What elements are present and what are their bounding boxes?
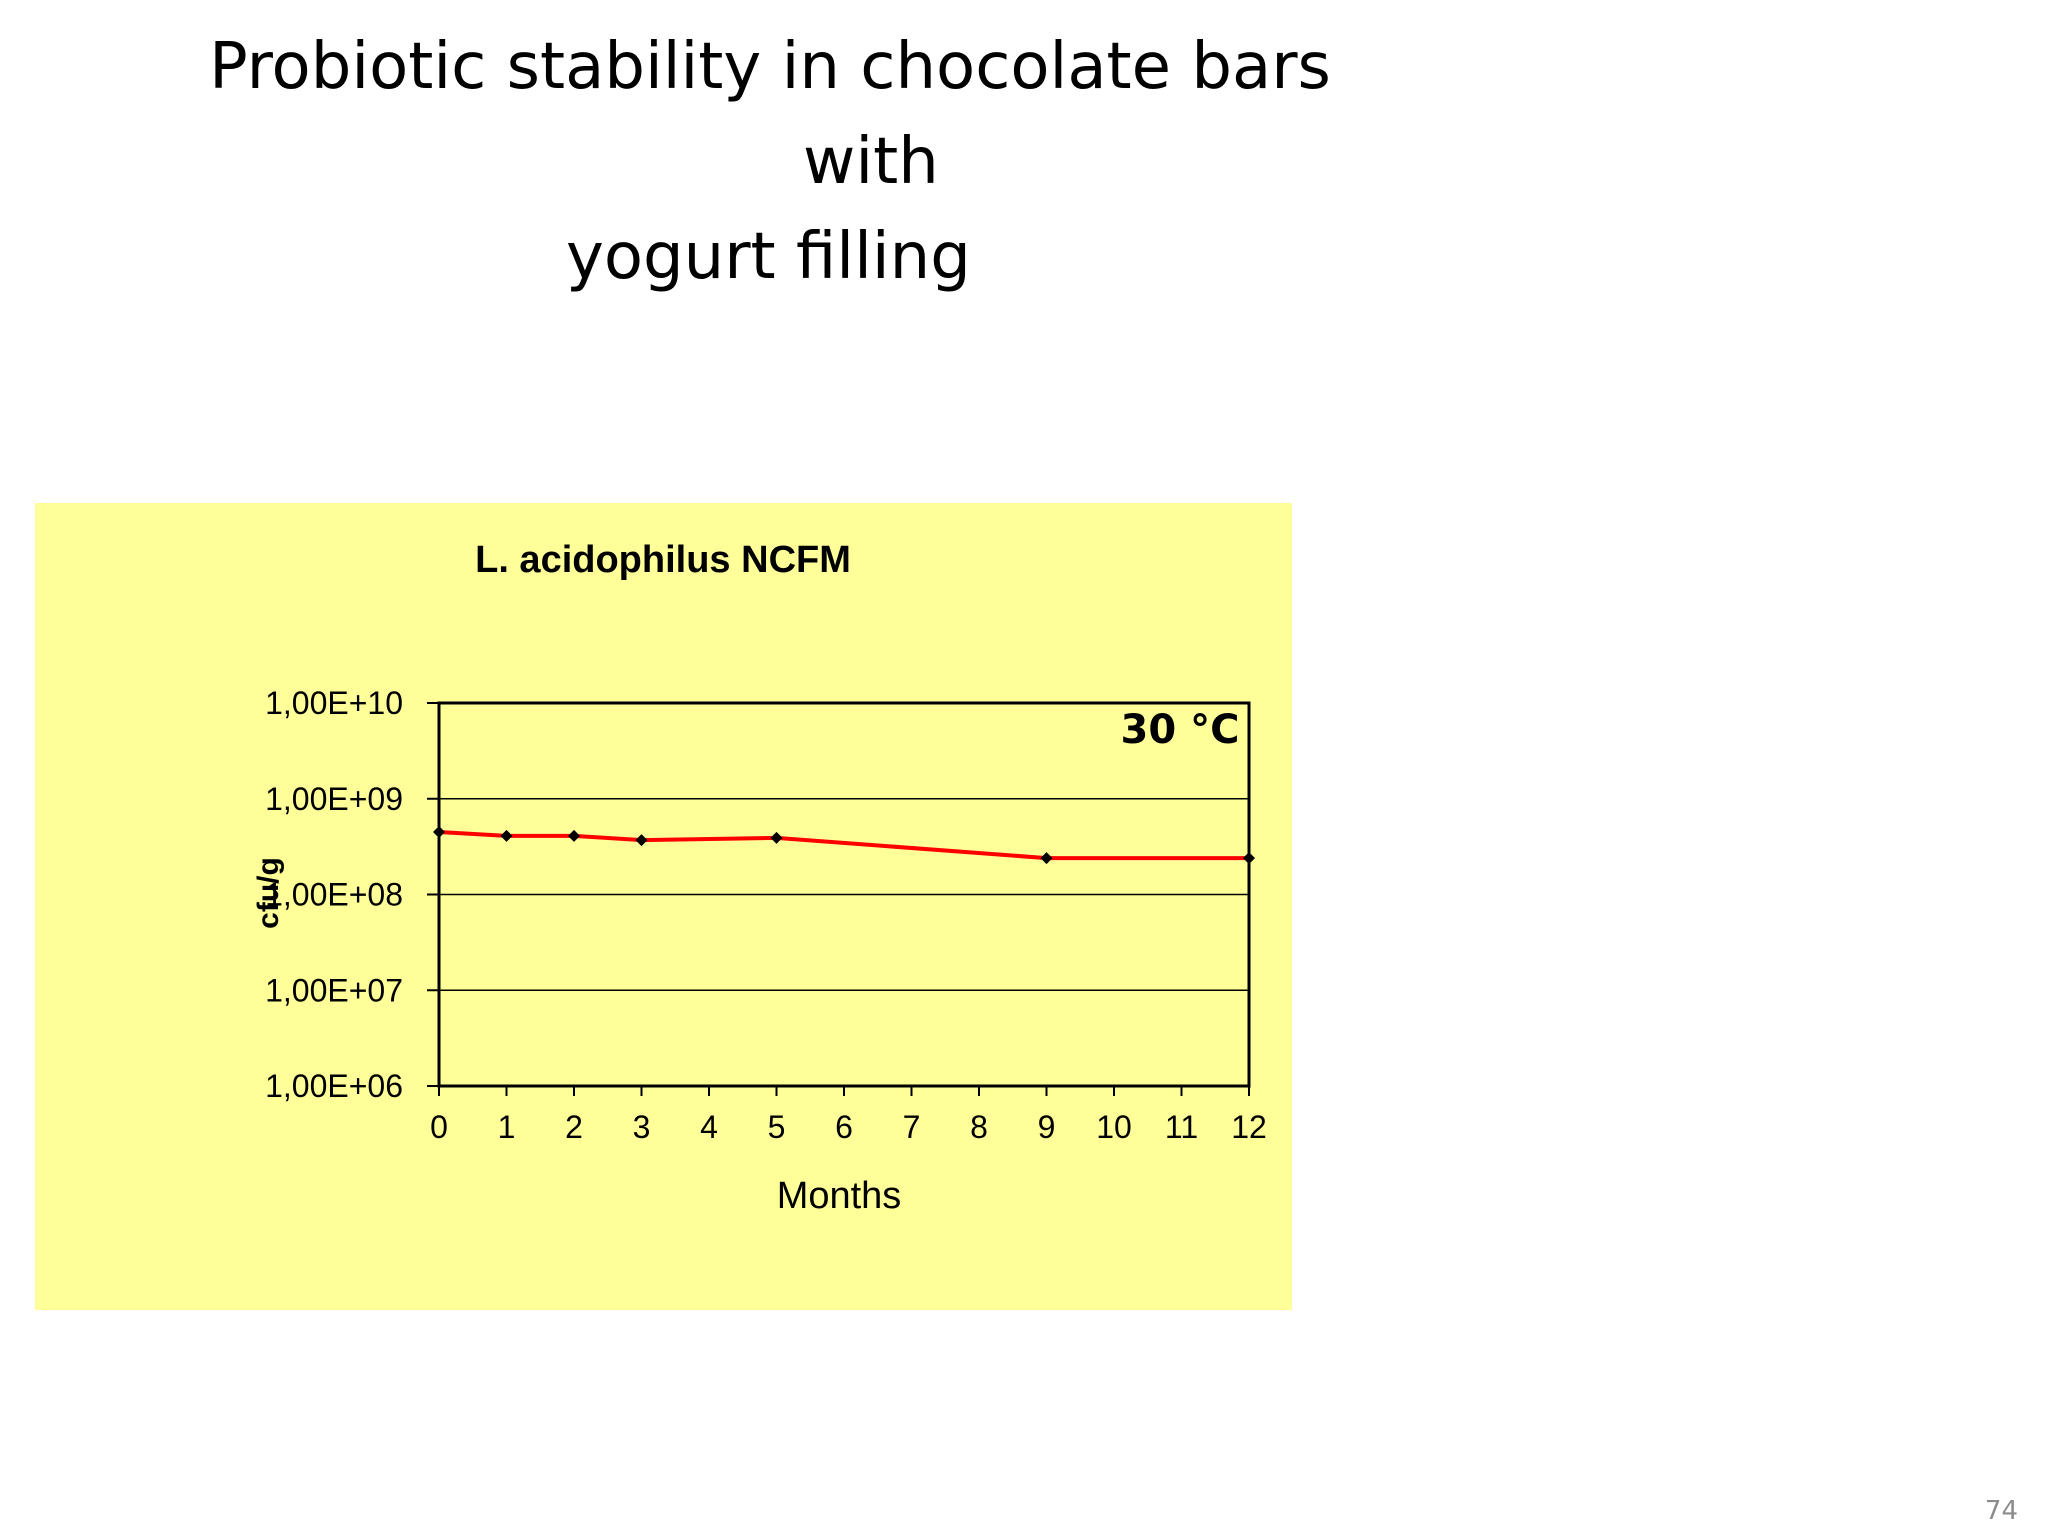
- chart-panel: L. acidophilus NCFM cfu/g Months 1,00E+0…: [35, 503, 1292, 1310]
- x-axis-ticks: 0 1 2 3 4 5 6 7 8 9 10 11 12: [430, 1086, 1267, 1145]
- x-tick-label: 2: [565, 1109, 583, 1145]
- series-line: [438, 829, 1249, 861]
- plot-frame: [437, 701, 1251, 1088]
- x-tick-label: 1: [498, 1109, 516, 1145]
- y-tick-label: 1,00E+10: [265, 685, 403, 721]
- title-line-1: Probiotic stability in chocolate bars: [209, 30, 1331, 104]
- x-tick-label: 7: [903, 1109, 921, 1145]
- x-tick-label: 3: [633, 1109, 651, 1145]
- x-tick-label: 6: [835, 1109, 853, 1145]
- data-point: [635, 834, 648, 847]
- data-point: [568, 829, 580, 842]
- page-number: 74: [1984, 1496, 2018, 1526]
- y-axis-label: cfu/g: [252, 857, 285, 929]
- y-tick-label: 1,00E+09: [265, 781, 403, 817]
- temperature-annotation: 30 °C: [1121, 707, 1240, 753]
- x-tick-label: 10: [1096, 1109, 1132, 1145]
- x-tick-label: 8: [970, 1109, 988, 1145]
- data-point: [1040, 852, 1053, 865]
- y-tick-label: 1,00E+07: [265, 972, 403, 1008]
- x-tick-label: 4: [700, 1109, 718, 1145]
- data-point: [500, 829, 513, 842]
- title-line-3: yogurt filling: [566, 220, 971, 294]
- data-point: [433, 825, 445, 838]
- x-tick-label: 5: [768, 1109, 786, 1145]
- x-tick-label: 12: [1231, 1109, 1267, 1145]
- x-tick-label: 9: [1038, 1109, 1056, 1145]
- series-group: [433, 825, 1255, 865]
- x-tick-label: 0: [430, 1109, 448, 1145]
- y-tick-label: 1,00E+08: [265, 877, 403, 913]
- title-line-2: with: [803, 125, 939, 199]
- x-axis-label: Months: [777, 1175, 902, 1217]
- chart-title: L. acidophilus NCFM: [475, 539, 851, 581]
- data-point: [770, 831, 783, 844]
- data-point: [1243, 852, 1255, 865]
- x-tick-label: 11: [1165, 1109, 1198, 1145]
- slide-title: Probiotic stability in chocolate bars wi…: [110, 20, 1430, 305]
- y-tick-label: 1,00E+06: [265, 1068, 403, 1104]
- line-chart: L. acidophilus NCFM cfu/g Months 1,00E+0…: [252, 539, 1267, 1217]
- gridlines: [439, 798, 1249, 991]
- y-axis-ticks: 1,00E+06 1,00E+07 1,00E+08 1,00E+09 1,00E+10: [265, 685, 439, 1104]
